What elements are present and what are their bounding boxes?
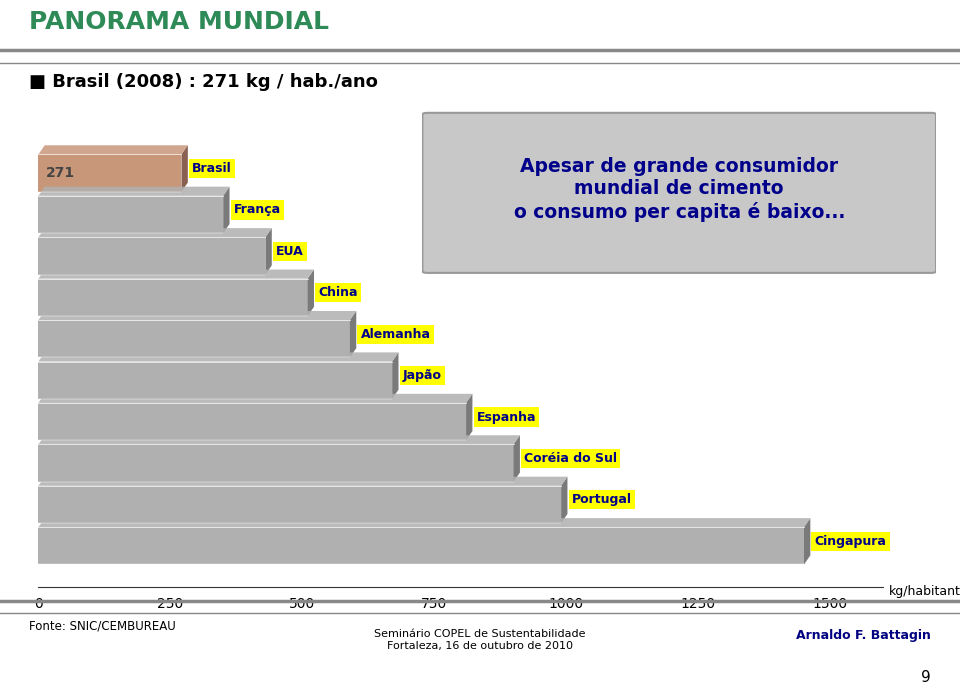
Bar bbox=[38, 528, 804, 564]
Text: kg/habitante/ano: kg/habitante/ano bbox=[889, 585, 960, 598]
Text: ■ Brasil (2008) : 271 kg / hab./ano: ■ Brasil (2008) : 271 kg / hab./ano bbox=[29, 73, 377, 91]
Text: EUA: EUA bbox=[276, 245, 303, 258]
Bar bbox=[38, 154, 181, 192]
Bar bbox=[38, 196, 223, 233]
Text: Arnaldo F. Battagin: Arnaldo F. Battagin bbox=[797, 629, 931, 642]
Text: Apesar de grande consumidor
mundial de cimento
o consumo per capita é baixo...: Apesar de grande consumidor mundial de c… bbox=[514, 157, 845, 222]
Text: Fonte: SNIC/CEMBUREAU: Fonte: SNIC/CEMBUREAU bbox=[29, 620, 176, 633]
Text: Coréia do Sul: Coréia do Sul bbox=[524, 452, 617, 465]
Polygon shape bbox=[38, 187, 229, 196]
Bar bbox=[38, 486, 561, 523]
Text: Brasil: Brasil bbox=[192, 162, 231, 175]
Bar bbox=[38, 237, 265, 275]
Text: Japão: Japão bbox=[403, 369, 442, 382]
Polygon shape bbox=[561, 477, 567, 523]
Text: Cingapura: Cingapura bbox=[814, 534, 886, 548]
Polygon shape bbox=[38, 270, 314, 279]
Polygon shape bbox=[38, 311, 356, 320]
Bar bbox=[38, 361, 392, 399]
Polygon shape bbox=[514, 435, 520, 482]
Polygon shape bbox=[467, 394, 472, 440]
Text: 9: 9 bbox=[922, 669, 931, 685]
Text: Portugal: Portugal bbox=[571, 493, 632, 507]
Text: Alemanha: Alemanha bbox=[361, 327, 430, 341]
Polygon shape bbox=[38, 352, 398, 361]
Polygon shape bbox=[181, 145, 188, 192]
Bar bbox=[38, 320, 349, 357]
Polygon shape bbox=[38, 228, 272, 237]
Text: França: França bbox=[234, 204, 281, 216]
Polygon shape bbox=[265, 228, 272, 275]
Polygon shape bbox=[38, 477, 567, 486]
Bar bbox=[38, 403, 467, 440]
Polygon shape bbox=[38, 435, 520, 444]
Text: Espanha: Espanha bbox=[476, 411, 536, 423]
Text: 271: 271 bbox=[46, 166, 76, 180]
Text: China: China bbox=[319, 286, 358, 300]
Polygon shape bbox=[38, 394, 472, 403]
Bar bbox=[38, 444, 514, 482]
Polygon shape bbox=[38, 145, 188, 154]
Polygon shape bbox=[349, 311, 356, 357]
Bar bbox=[38, 279, 307, 316]
Text: PANORAMA MUNDIAL: PANORAMA MUNDIAL bbox=[29, 10, 328, 35]
Polygon shape bbox=[804, 518, 810, 564]
Polygon shape bbox=[38, 518, 810, 528]
Text: Seminário COPEL de Sustentabilidade
Fortaleza, 16 de outubro de 2010: Seminário COPEL de Sustentabilidade Fort… bbox=[374, 629, 586, 651]
Polygon shape bbox=[392, 352, 398, 399]
FancyBboxPatch shape bbox=[422, 113, 936, 273]
Polygon shape bbox=[307, 270, 314, 316]
Polygon shape bbox=[223, 187, 229, 233]
